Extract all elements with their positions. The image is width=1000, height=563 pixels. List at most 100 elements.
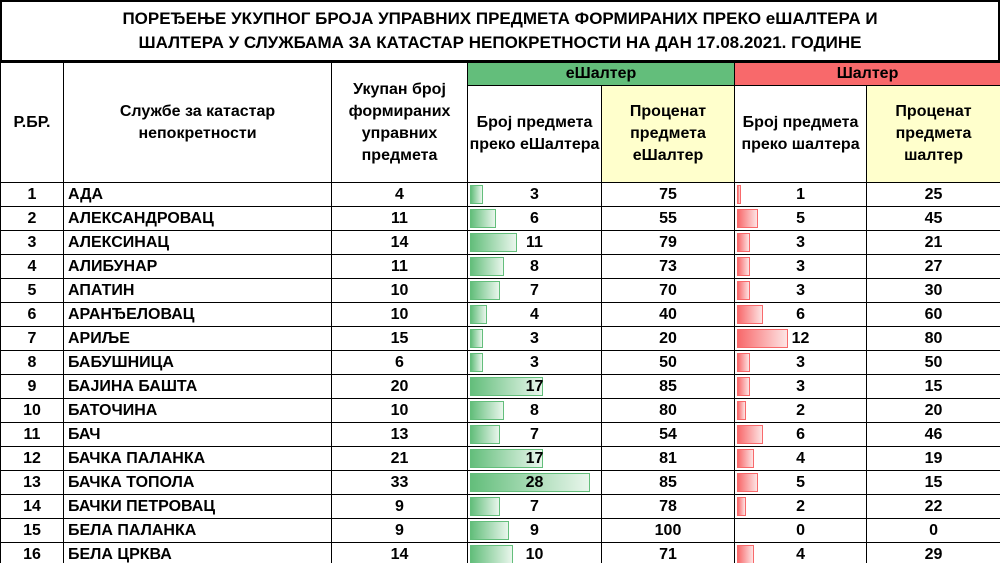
shalter-count-bar [737, 185, 742, 204]
shalter-percent: 21 [866, 230, 1000, 255]
eshalter-count-cell: 28 [467, 470, 602, 495]
eshalter-count-value: 6 [530, 209, 539, 227]
shalter-percent: 0 [866, 518, 1000, 543]
eshalter-percent: 71 [600, 542, 736, 563]
eshalter-count-bar [470, 305, 487, 324]
shalter-count-cell: 3 [734, 230, 868, 255]
shalter-count-cell: 3 [734, 374, 868, 399]
table-row: 6 АРАНЂЕЛОВАЦ 10 4 40 6 60 [0, 302, 1000, 327]
table-row: 16 БЕЛА ЦРКВА 14 10 71 4 29 [0, 542, 1000, 563]
eshalter-count-cell: 3 [467, 326, 602, 351]
shalter-count-bar [737, 209, 759, 228]
eshalter-count-value: 28 [525, 473, 544, 491]
table-row: 15 БЕЛА ПАЛАНКА 9 9 100 0 0 [0, 518, 1000, 543]
row-number: 4 [0, 254, 64, 279]
eshalter-count-bar [470, 281, 500, 300]
shalter-count-value: 6 [796, 305, 805, 323]
shalter-count-bar [737, 257, 751, 276]
header-eshalter-count: Број предмета преко еШалтера [467, 85, 602, 183]
office-name: АЛИБУНАР [63, 254, 332, 279]
eshalter-count-bar [470, 329, 483, 348]
office-name: АЛЕКСАНДРОВАЦ [63, 206, 332, 231]
title-line-2: ШАЛТЕРА У СЛУЖБАМА ЗА КАТАСТАР НЕПОКРЕТН… [138, 33, 862, 52]
total-count: 14 [331, 542, 468, 563]
header-office: Службе за катастар непокретности [63, 62, 332, 183]
shalter-count-cell: 4 [734, 446, 868, 471]
office-name: АРАНЂЕЛОВАЦ [63, 302, 332, 327]
shalter-count-value: 2 [796, 497, 805, 515]
eshalter-count-bar [470, 473, 590, 492]
total-count: 14 [331, 230, 468, 255]
shalter-percent: 20 [866, 398, 1000, 423]
row-number: 1 [0, 182, 64, 207]
header-shalter-count: Број предмета преко шалтера [734, 85, 868, 183]
eshalter-count-bar [470, 449, 543, 468]
eshalter-percent: 85 [600, 374, 736, 399]
office-name: БАЈИНА БАШТА [63, 374, 332, 399]
eshalter-count-value: 9 [530, 521, 539, 539]
eshalter-count-value: 7 [530, 281, 539, 299]
office-name: АДА [63, 182, 332, 207]
shalter-count-bar [737, 329, 789, 348]
shalter-count-bar [737, 449, 755, 468]
eshalter-percent: 85 [600, 470, 736, 495]
office-name: БЕЛА ЦРКВА [63, 542, 332, 563]
shalter-count-cell: 12 [734, 326, 868, 351]
header-shalter-group: Шалтер [734, 62, 1000, 86]
table-row: 4 АЛИБУНАР 11 8 73 3 27 [0, 254, 1000, 279]
eshalter-count-value: 3 [530, 353, 539, 371]
office-name: АРИЉЕ [63, 326, 332, 351]
row-number: 16 [0, 542, 64, 563]
total-count: 33 [331, 470, 468, 495]
shalter-count-cell: 5 [734, 206, 868, 231]
shalter-count-value: 2 [796, 401, 805, 419]
office-name: БАТОЧИНА [63, 398, 332, 423]
shalter-percent: 50 [866, 350, 1000, 375]
eshalter-count-value: 4 [530, 305, 539, 323]
header-eshalter-group: еШалтер [466, 62, 736, 86]
row-number: 7 [0, 326, 64, 351]
shalter-count-cell: 3 [734, 278, 868, 303]
eshalter-count-bar [470, 521, 509, 540]
table-row: 9 БАЈИНА БАШТА 20 17 85 3 15 [0, 374, 1000, 399]
eshalter-count-cell: 7 [467, 422, 602, 447]
eshalter-count-cell: 17 [467, 446, 602, 471]
table-row: 1 АДА 4 3 75 1 25 [0, 182, 1000, 207]
total-count: 9 [331, 518, 468, 543]
eshalter-percent: 70 [600, 278, 736, 303]
office-name: БАЧКА ТОПОЛА [63, 470, 332, 495]
total-count: 15 [331, 326, 468, 351]
shalter-percent: 25 [866, 182, 1000, 207]
total-count: 9 [331, 494, 468, 519]
data-table: Р.БР. Службе за катастар непокретности У… [0, 62, 1000, 563]
eshalter-count-value: 10 [525, 545, 544, 563]
eshalter-count-value: 7 [530, 425, 539, 443]
shalter-count-cell: 6 [734, 302, 868, 327]
eshalter-count-cell: 3 [467, 350, 602, 375]
shalter-count-value: 5 [796, 209, 805, 227]
shalter-count-cell: 4 [734, 542, 868, 563]
shalter-count-value: 12 [791, 329, 810, 347]
eshalter-count-bar [470, 353, 483, 372]
eshalter-count-cell: 3 [467, 182, 602, 207]
total-count: 10 [331, 278, 468, 303]
eshalter-percent: 80 [600, 398, 736, 423]
shalter-count-value: 3 [796, 281, 805, 299]
eshalter-percent: 73 [600, 254, 736, 279]
eshalter-percent: 54 [600, 422, 736, 447]
eshalter-count-value: 11 [526, 233, 543, 251]
office-name: АЛЕКСИНАЦ [63, 230, 332, 255]
shalter-count-value: 4 [796, 545, 805, 563]
shalter-count-cell: 5 [734, 470, 868, 495]
table-row: 10 БАТОЧИНА 10 8 80 2 20 [0, 398, 1000, 423]
office-name: БАЧ [63, 422, 332, 447]
shalter-count-bar [737, 401, 747, 420]
eshalter-count-bar [470, 497, 500, 516]
eshalter-percent: 55 [600, 206, 736, 231]
shalter-count-bar [737, 233, 751, 252]
shalter-count-cell: 6 [734, 422, 868, 447]
eshalter-count-cell: 7 [467, 278, 602, 303]
shalter-count-value: 3 [796, 353, 805, 371]
row-number: 3 [0, 230, 64, 255]
shalter-percent: 19 [866, 446, 1000, 471]
